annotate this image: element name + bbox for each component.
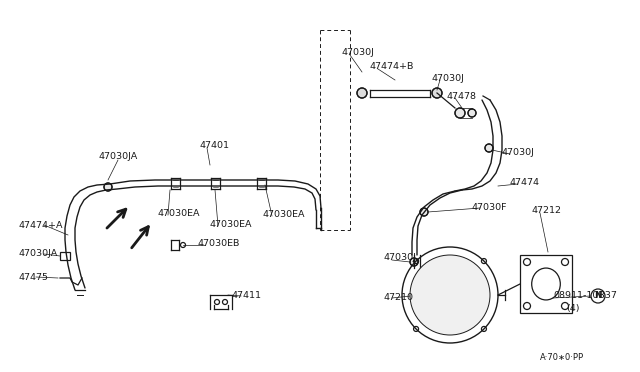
- Text: 47030J: 47030J: [502, 148, 535, 157]
- Text: 47030EA: 47030EA: [210, 219, 253, 228]
- Text: N: N: [594, 292, 602, 301]
- Circle shape: [485, 144, 493, 152]
- Circle shape: [410, 255, 490, 335]
- Text: 47030EB: 47030EB: [198, 238, 241, 247]
- Circle shape: [104, 183, 112, 191]
- Text: 47212: 47212: [532, 205, 562, 215]
- Text: 47030JA: 47030JA: [18, 250, 57, 259]
- Bar: [60, 252, 70, 260]
- Text: 47411: 47411: [232, 291, 262, 299]
- Text: A·70∗0·PP: A·70∗0·PP: [540, 353, 584, 362]
- Text: 47210: 47210: [384, 294, 414, 302]
- Text: 47030J: 47030J: [342, 48, 375, 57]
- Text: 47030F: 47030F: [472, 202, 508, 212]
- Circle shape: [410, 258, 418, 266]
- Circle shape: [428, 273, 472, 317]
- Text: 47030J: 47030J: [384, 253, 417, 263]
- Text: 47030EA: 47030EA: [263, 209, 305, 218]
- Text: 47474: 47474: [510, 177, 540, 186]
- Circle shape: [468, 109, 476, 117]
- Text: 47478: 47478: [447, 92, 477, 100]
- Text: 08911-10B37: 08911-10B37: [553, 292, 617, 301]
- Circle shape: [420, 208, 428, 216]
- Text: 47474+B: 47474+B: [370, 61, 414, 71]
- Text: (4): (4): [566, 304, 579, 312]
- Circle shape: [418, 263, 482, 327]
- Circle shape: [357, 88, 367, 98]
- Bar: [520, 255, 572, 313]
- Circle shape: [437, 282, 463, 308]
- Text: 47030EA: 47030EA: [158, 208, 200, 218]
- Circle shape: [432, 88, 442, 98]
- Text: 47030JA: 47030JA: [98, 151, 137, 160]
- Circle shape: [443, 288, 457, 302]
- Text: 47030J: 47030J: [432, 74, 465, 83]
- Text: 47474+A: 47474+A: [18, 221, 63, 230]
- Text: 47401: 47401: [200, 141, 230, 150]
- Text: 47475: 47475: [18, 273, 48, 282]
- Circle shape: [455, 108, 465, 118]
